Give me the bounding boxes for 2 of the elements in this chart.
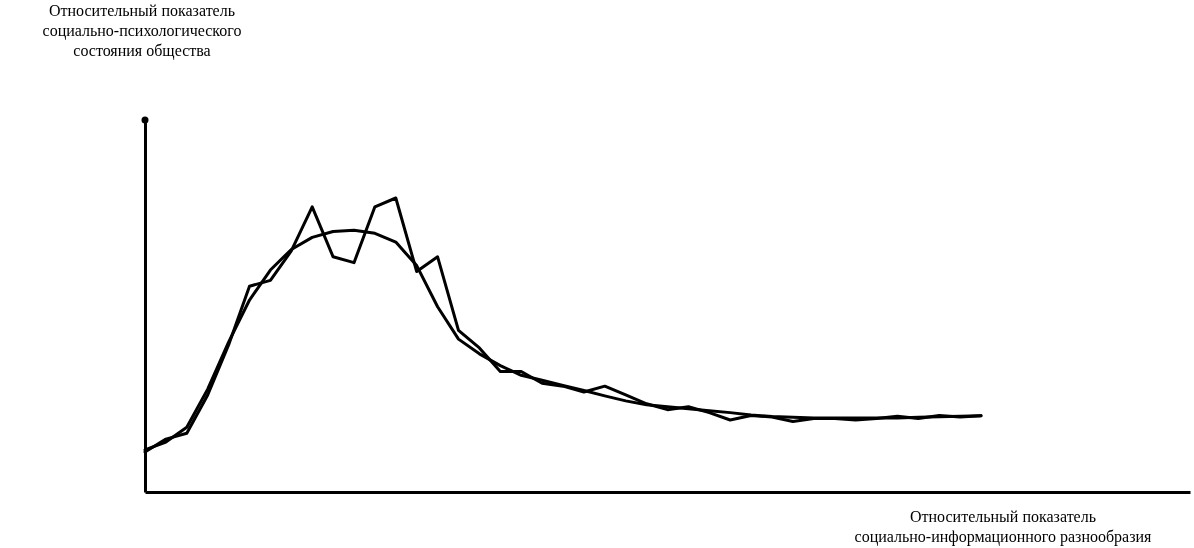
text: Относительный показатель социально-психологического состояния общества	[42, 2, 242, 60]
x-axis-title: Относительный показатель социально-информационного разнообразия	[854, 508, 1153, 546]
